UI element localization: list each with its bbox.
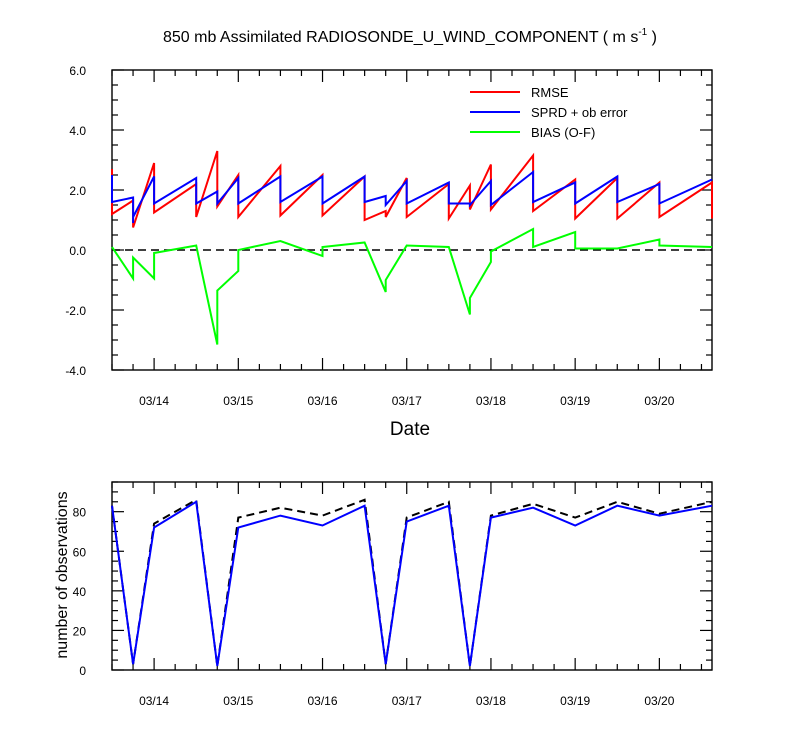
- top-x-tick-label: 03/18: [476, 394, 506, 408]
- bottom-chart-panel: 0 20 40 60 80 03/14 03/15 03/16 03/17 03/18 03/19 0…: [73, 481, 713, 708]
- legend-label: SPRD + ob error: [531, 105, 628, 120]
- bottom-y-tick-label: 60: [73, 545, 87, 559]
- top-x-tick-label: 03/16: [308, 394, 338, 408]
- y-axis-title-observations: number of observations: [54, 491, 71, 658]
- legend-label: BIAS (O-F): [531, 125, 595, 140]
- bottom-x-tick-label: 03/18: [476, 694, 506, 708]
- top-x-tick-label: 03/20: [644, 394, 674, 408]
- top-y-tick-label: -2.0: [65, 304, 86, 318]
- bottom-x-tick-label: 03/20: [644, 694, 674, 708]
- top-y-tick-label: -4.0: [65, 364, 86, 378]
- top-series-rmse-line: [111, 150, 713, 228]
- bottom-x-tick-label: 03/14: [139, 694, 169, 708]
- bottom-x-tick-label: 03/15: [223, 694, 253, 708]
- top-y-tick-label: 4.0: [69, 124, 86, 138]
- bottom-y-tick-label: 20: [73, 624, 87, 638]
- x-axis-title: Date: [390, 419, 430, 440]
- top-chart-panel: -4.0 -2.0 0.0 2.0 4.0 6.0 03/14 03/15 03/16 03/17…: [65, 64, 713, 408]
- top-y-tick-label: 6.0: [69, 64, 86, 78]
- chart-title: 850 mb Assimilated RADIOSONDE_U_WIND_COM…: [163, 27, 657, 46]
- bottom-x-tick-label: 03/16: [308, 694, 338, 708]
- top-x-tick-label: 03/15: [223, 394, 253, 408]
- bottom-x-tick-label: 03/17: [392, 694, 422, 708]
- bottom-y-tick-label: 0: [79, 664, 86, 678]
- bottom-series-solid-blue-line: [111, 500, 713, 667]
- bottom-x-tick-label: 03/19: [560, 694, 590, 708]
- chart-title-end: ): [647, 29, 657, 46]
- bottom-y-tick-label: 80: [73, 506, 87, 520]
- legend-label: RMSE: [531, 85, 569, 100]
- bottom-y-tick-label: 40: [73, 585, 87, 599]
- top-series-bias-o-f-line: [111, 227, 713, 345]
- top-x-tick-label: 03/19: [560, 394, 590, 408]
- bottom-plot-frame: [111, 481, 713, 671]
- top-series-sprd-ob-error-line: [111, 169, 713, 223]
- top-x-tick-label: 03/17: [392, 394, 422, 408]
- top-y-tick-label: 2.0: [69, 184, 86, 198]
- bottom-series-dashed-black-line: [111, 498, 713, 667]
- chart-title-superscript: -1: [638, 27, 647, 38]
- top-y-tick-label: 0.0: [69, 244, 86, 258]
- top-x-tick-label: 03/14: [139, 394, 169, 408]
